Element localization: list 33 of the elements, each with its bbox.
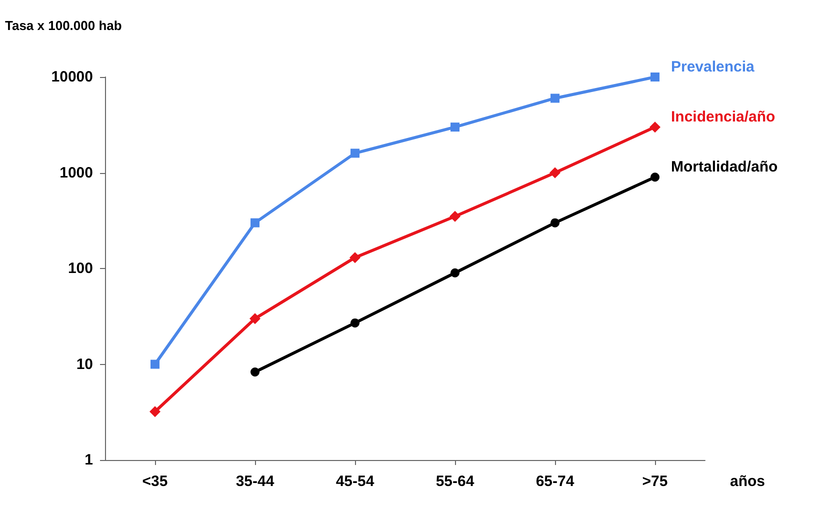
point xyxy=(650,72,660,82)
x-tick-label: 35-44 xyxy=(236,473,275,490)
x-tick-label: 65-74 xyxy=(536,473,575,490)
point xyxy=(650,172,660,182)
y-tick-label: 100 xyxy=(68,260,93,277)
series-label: Mortalidad/año xyxy=(671,158,778,176)
y-tick-label: 10000 xyxy=(51,68,93,86)
point xyxy=(450,122,460,132)
point xyxy=(250,368,260,376)
point xyxy=(250,313,260,324)
x-axis-title: años xyxy=(730,473,766,490)
point xyxy=(350,148,360,158)
point xyxy=(550,218,560,228)
point xyxy=(450,210,460,222)
series-label: Prevalencia xyxy=(671,58,756,76)
y-tick-label: 1 xyxy=(84,452,93,468)
point xyxy=(350,252,360,264)
point xyxy=(150,360,160,369)
series-label: Incidencia/año xyxy=(671,108,776,126)
y-tick-label: 10 xyxy=(76,356,93,373)
point xyxy=(450,268,460,278)
point xyxy=(550,94,560,103)
point xyxy=(150,406,160,418)
y-tick-label: 1000 xyxy=(60,164,93,182)
x-tick-label: 45-54 xyxy=(336,473,375,490)
x-tick-label: 55-64 xyxy=(436,473,475,490)
point xyxy=(550,167,560,178)
point xyxy=(250,218,260,228)
y-axis-title: Tasa x 100.000 hab xyxy=(5,18,122,33)
point xyxy=(650,122,660,133)
x-tick-label: <35 xyxy=(142,473,168,490)
point xyxy=(350,318,360,328)
x-tick-label: >75 xyxy=(642,473,668,490)
